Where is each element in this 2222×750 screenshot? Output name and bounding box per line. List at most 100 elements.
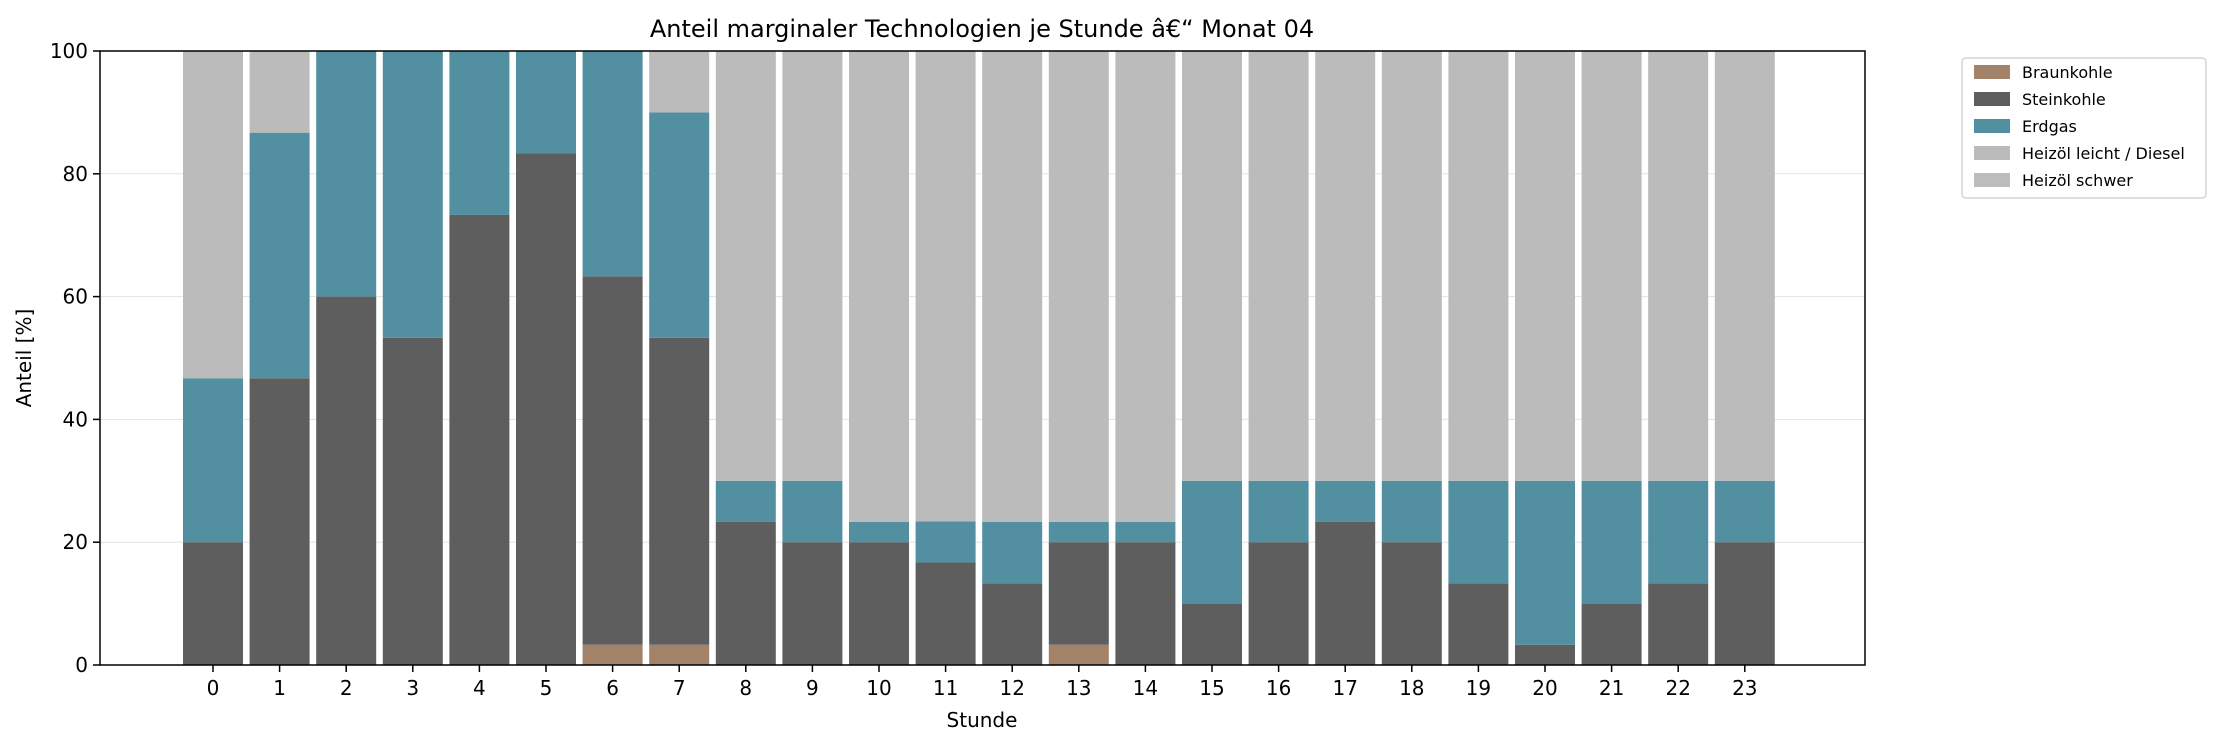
bar-segment-1-6 — [582, 276, 643, 645]
bar-segment-1-23 — [1714, 542, 1775, 665]
legend-swatch — [1974, 92, 2010, 106]
bar-segment-1-20 — [1515, 644, 1575, 665]
x-tick-label: 0 — [207, 676, 220, 700]
x-tick-label: 10 — [866, 676, 891, 700]
bar-segment-2-6 — [582, 51, 643, 277]
bar-segment-2-10 — [849, 521, 909, 543]
bar-segment-2-21 — [1581, 480, 1642, 604]
bar-segment-3-14 — [1115, 51, 1176, 522]
bar-segment-2-16 — [1248, 480, 1309, 543]
bar-segment-1-19 — [1448, 583, 1509, 665]
x-tick-label: 8 — [739, 676, 752, 700]
x-tick-label: 21 — [1599, 676, 1624, 700]
x-tick-label: 20 — [1532, 676, 1557, 700]
legend-label: Erdgas — [2022, 117, 2077, 136]
x-tick-label: 18 — [1399, 676, 1424, 700]
bar-segment-2-7 — [649, 112, 710, 338]
bar-segment-3-15 — [1182, 51, 1242, 481]
legend-label: Braunkohle — [2022, 63, 2113, 82]
x-axis-label: Stunde — [947, 708, 1018, 732]
bar-segment-2-1 — [249, 132, 310, 379]
legend-swatch — [1974, 146, 2010, 160]
legend-label: Steinkohle — [2022, 90, 2106, 109]
bar-segment-3-12 — [982, 51, 1043, 522]
legend-swatch — [1974, 173, 2010, 187]
bar-segment-2-9 — [782, 480, 843, 543]
legend-swatch — [1974, 65, 2010, 79]
x-tick-label: 2 — [340, 676, 353, 700]
bars — [183, 50, 1775, 666]
bar-segment-1-13 — [1048, 542, 1109, 645]
x-tick-label: 19 — [1466, 676, 1491, 700]
bar-segment-1-10 — [849, 542, 909, 665]
bar-segment-1-14 — [1115, 542, 1176, 665]
bar-segment-1-0 — [183, 542, 243, 665]
y-tick-label: 20 — [63, 530, 88, 554]
bar-segment-3-9 — [782, 51, 843, 481]
x-tick-label: 3 — [406, 676, 419, 700]
y-tick-label: 100 — [50, 39, 88, 63]
chart-title: Anteil marginaler Technologien je Stunde… — [650, 15, 1314, 43]
x-tick-label: 15 — [1199, 676, 1224, 700]
bar-segment-3-23 — [1714, 51, 1775, 481]
x-tick-label: 7 — [673, 676, 686, 700]
x-tick-label: 9 — [806, 676, 819, 700]
bar-segment-2-13 — [1048, 521, 1109, 543]
bar-segment-1-12 — [982, 583, 1043, 665]
x-tick-label: 14 — [1133, 676, 1158, 700]
bar-segment-3-21 — [1581, 51, 1642, 481]
bar-segment-1-4 — [449, 214, 510, 666]
bar-segment-1-18 — [1381, 542, 1442, 665]
bar-segment-0-6 — [582, 644, 643, 665]
y-tick-label: 40 — [63, 407, 88, 431]
bar-segment-1-9 — [782, 542, 843, 665]
bar-segment-2-15 — [1182, 480, 1242, 604]
bar-segment-3-8 — [715, 51, 776, 481]
bar-segment-2-4 — [449, 51, 510, 215]
x-tick-label: 22 — [1665, 676, 1690, 700]
bar-segment-3-13 — [1048, 51, 1109, 522]
bar-segment-1-22 — [1648, 583, 1709, 665]
bar-segment-1-2 — [316, 296, 377, 665]
bar-segment-2-20 — [1515, 480, 1575, 645]
bar-segment-2-0 — [183, 378, 243, 543]
bar-segment-3-16 — [1248, 51, 1309, 481]
bar-segment-1-15 — [1182, 603, 1242, 665]
bar-segment-2-2 — [316, 51, 377, 297]
x-tick-label: 5 — [540, 676, 553, 700]
bar-segment-3-20 — [1515, 51, 1575, 481]
bar-segment-2-18 — [1381, 480, 1442, 543]
bar-segment-2-11 — [915, 521, 976, 563]
bar-segment-2-5 — [516, 51, 576, 154]
bar-segment-2-19 — [1448, 480, 1509, 584]
y-axis: 0 20 40 60 80 100 — [50, 39, 100, 677]
x-tick-label: 17 — [1332, 676, 1357, 700]
bar-segment-1-11 — [915, 562, 976, 665]
bar-segment-3-17 — [1315, 51, 1376, 481]
bar-segment-1-1 — [249, 378, 310, 665]
plot-frame — [99, 50, 1866, 666]
legend-box — [1961, 57, 2207, 199]
x-tick-label: 1 — [273, 676, 286, 700]
bar-segment-3-0 — [183, 51, 243, 379]
x-tick-label: 12 — [999, 676, 1024, 700]
y-axis-label: Anteil [%] — [12, 309, 36, 408]
y-tick-label: 60 — [63, 285, 88, 309]
bar-segment-3-22 — [1648, 51, 1709, 481]
bar-segment-1-21 — [1581, 603, 1642, 665]
bar-segment-2-12 — [982, 521, 1043, 584]
x-tick-label: 16 — [1266, 676, 1291, 700]
x-tick-label: 11 — [933, 676, 958, 700]
bar-segment-1-7 — [649, 337, 710, 645]
y-tick-label: 0 — [75, 653, 88, 677]
bar-segment-2-14 — [1115, 521, 1176, 543]
bar-segment-3-1 — [249, 51, 310, 133]
bar-segment-3-18 — [1381, 51, 1442, 481]
bar-segment-1-16 — [1248, 542, 1309, 665]
bar-segment-2-3 — [382, 51, 443, 338]
x-axis: 0 1 2 3 4 5 6 7 8 9 10 11 12 13 14 15 16 17 18 19 20 21 22 23 — [207, 665, 1758, 700]
x-tick-label: 4 — [473, 676, 486, 700]
legend: Braunkohle Steinkohle Erdgas Heizöl leicht … — [1961, 57, 2207, 199]
